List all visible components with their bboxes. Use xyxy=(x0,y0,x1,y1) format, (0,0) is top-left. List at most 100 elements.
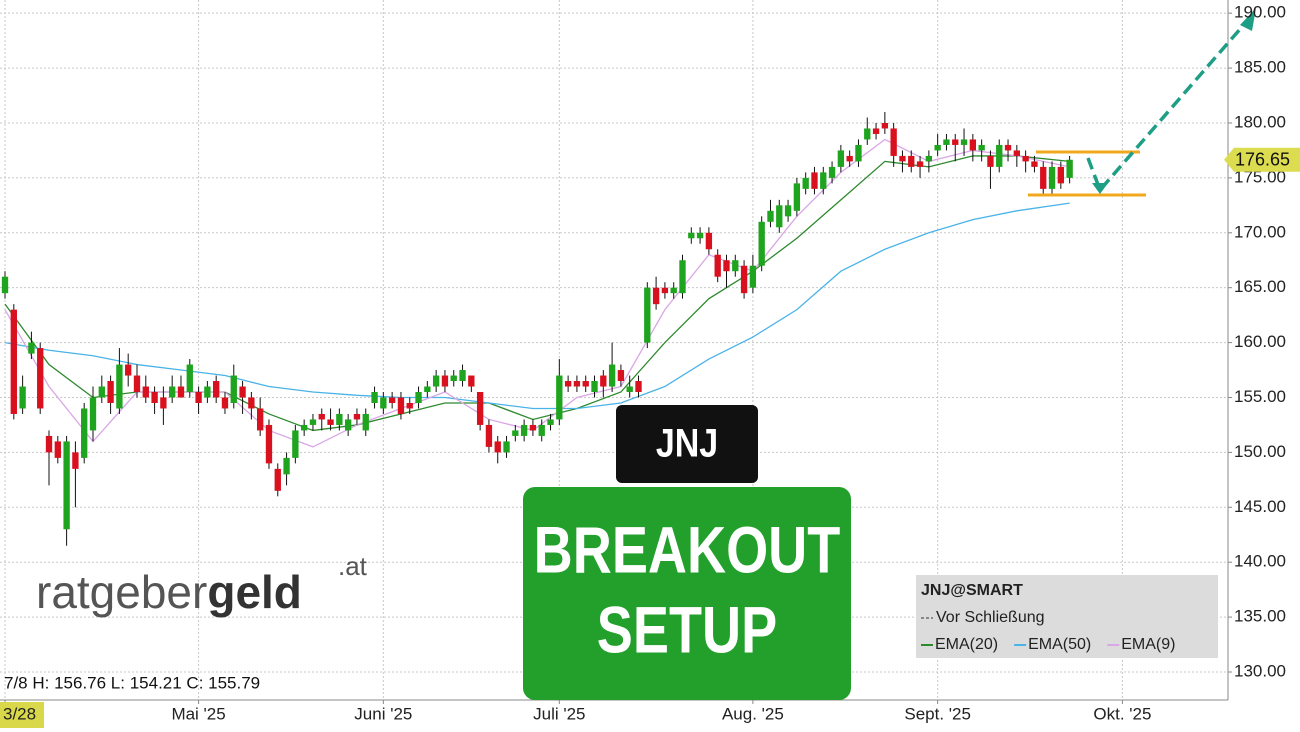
candle-body xyxy=(776,205,783,228)
candle-body xyxy=(204,386,211,398)
candle-body xyxy=(169,386,176,398)
candle-body xyxy=(441,375,449,387)
candle-body xyxy=(424,386,431,392)
candle-body xyxy=(617,370,625,382)
candle-body xyxy=(283,457,290,475)
candle-body xyxy=(846,155,853,162)
candle-body xyxy=(344,419,352,431)
candle-body xyxy=(749,265,757,288)
candle-body xyxy=(600,375,607,387)
candle-body xyxy=(309,419,317,425)
candle-body xyxy=(784,205,792,217)
price-tag xyxy=(1224,147,1300,172)
candle-body xyxy=(133,375,141,392)
candle-body xyxy=(688,232,695,239)
candle-body xyxy=(327,419,334,425)
candle-body xyxy=(872,128,880,134)
candle-body xyxy=(740,265,748,294)
candle-body xyxy=(828,166,836,178)
candle-body xyxy=(960,139,968,145)
x-tick-label: Sept. '25 xyxy=(904,704,971,723)
y-tick-label: 155.00 xyxy=(1234,387,1286,406)
legend-label: EMA(9) xyxy=(1121,636,1175,653)
candle-body xyxy=(63,441,70,530)
candle-body xyxy=(1022,155,1029,162)
x-tick-label: Mai '25 xyxy=(171,704,225,723)
y-tick-label: 145.00 xyxy=(1234,497,1286,516)
logo-light: ratgeber xyxy=(36,566,207,618)
candle-body xyxy=(380,397,387,409)
badge: JNJ xyxy=(656,420,718,465)
candle-body xyxy=(19,386,26,409)
candle-body xyxy=(969,139,977,151)
x-tick-label: 3/28 xyxy=(3,704,36,723)
candle-body xyxy=(54,441,61,458)
candle-body xyxy=(556,375,563,420)
candle-body xyxy=(72,452,79,469)
candle-body xyxy=(661,287,669,294)
candle-body xyxy=(397,397,405,414)
candle-body xyxy=(802,177,809,189)
candle-body xyxy=(1066,159,1073,178)
candle-body xyxy=(925,155,933,162)
y-tick-label: 185.00 xyxy=(1234,58,1286,77)
y-tick-label: 190.00 xyxy=(1234,3,1286,22)
legend-subtitle: Vor Schließung xyxy=(936,609,1045,626)
y-tick-label: 150.00 xyxy=(1234,442,1286,461)
candle-body xyxy=(820,172,827,189)
candle-body xyxy=(292,430,299,458)
y-tick-label: 175.00 xyxy=(1234,167,1286,186)
candle-body xyxy=(1013,150,1021,156)
candle-body xyxy=(908,155,915,167)
candle-body xyxy=(1031,161,1038,167)
candle-body xyxy=(626,386,633,392)
candle-body xyxy=(213,381,220,398)
candle-body xyxy=(943,139,950,145)
logo: ratgebergeld xyxy=(36,566,302,618)
candle-body xyxy=(670,287,677,294)
candle-body xyxy=(388,397,396,403)
candle-body xyxy=(679,260,686,294)
legend: EMA(20) EMA(50) EMA(9) xyxy=(921,636,1175,653)
candle-body xyxy=(864,128,871,140)
x-tick-label: Juni '25 xyxy=(354,704,412,723)
y-tick-label: 130.00 xyxy=(1234,661,1286,680)
candle-body xyxy=(28,342,35,354)
candle-body xyxy=(608,364,616,387)
candle-body xyxy=(406,402,413,409)
candle-body xyxy=(89,397,97,431)
candles xyxy=(1,112,1073,546)
candle-body xyxy=(177,386,185,398)
candle-body xyxy=(239,386,246,398)
candle-body xyxy=(978,144,985,151)
y-tick-label: 180.00 xyxy=(1234,112,1286,131)
info-line: 7/8 H: 156.76 L: 154.21 C: 155.79 xyxy=(4,673,260,692)
candle-body xyxy=(37,348,44,409)
candle-body xyxy=(538,424,545,436)
badge-box xyxy=(616,405,758,483)
x-tick-label: Juli '25 xyxy=(533,704,585,723)
candle-body xyxy=(160,397,167,409)
grid xyxy=(0,0,1228,700)
candle-body xyxy=(116,364,123,409)
candle-body xyxy=(371,392,378,403)
headline-box xyxy=(523,487,851,700)
x-tick-label: Aug. '25 xyxy=(722,704,784,723)
candle-body xyxy=(758,221,765,266)
candle-body xyxy=(512,430,519,436)
candle-body xyxy=(899,155,906,162)
candle-body xyxy=(987,155,994,167)
candle-body xyxy=(318,413,325,420)
candle-body xyxy=(582,381,589,387)
candle-body xyxy=(362,413,369,431)
candle-body xyxy=(450,375,457,382)
candle-body xyxy=(520,424,528,436)
y-tick-label: 135.00 xyxy=(1234,607,1286,626)
candle-body xyxy=(696,232,704,239)
x-tick-label: Okt. '25 xyxy=(1093,704,1151,723)
candle-body xyxy=(257,408,264,431)
candle-body xyxy=(432,375,440,387)
candle-body xyxy=(248,397,255,409)
candle-body xyxy=(265,424,273,464)
price-tag-label: 176.65 xyxy=(1235,150,1290,170)
